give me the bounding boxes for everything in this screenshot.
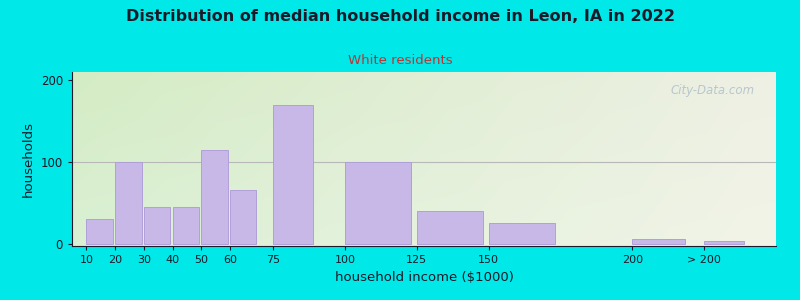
Bar: [144, 207, 170, 244]
Bar: [417, 211, 483, 244]
Bar: [230, 190, 257, 244]
Text: White residents: White residents: [348, 54, 452, 67]
Bar: [704, 241, 744, 244]
Text: Distribution of median household income in Leon, IA in 2022: Distribution of median household income …: [126, 9, 674, 24]
Text: City-Data.com: City-Data.com: [670, 84, 755, 97]
Bar: [632, 239, 685, 244]
Bar: [202, 150, 228, 244]
Bar: [273, 105, 313, 244]
Bar: [345, 162, 411, 244]
Y-axis label: households: households: [22, 121, 35, 197]
Bar: [86, 219, 113, 244]
Bar: [173, 207, 199, 244]
X-axis label: household income ($1000): household income ($1000): [334, 271, 514, 284]
Bar: [489, 223, 554, 244]
Bar: [115, 162, 142, 244]
